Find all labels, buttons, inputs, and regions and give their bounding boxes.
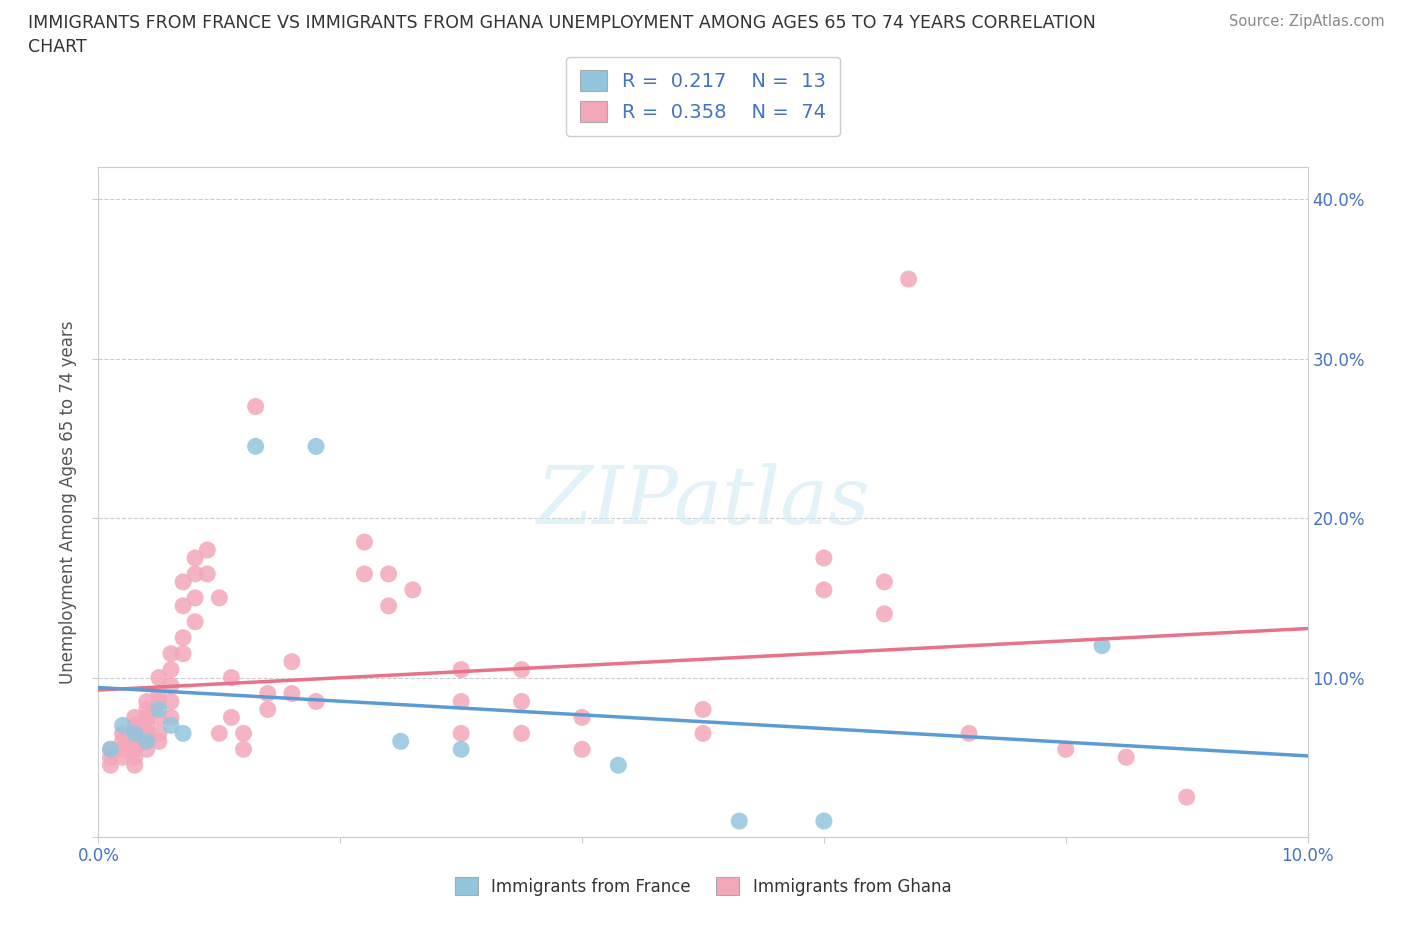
Point — [402, 582, 425, 597]
Point — [256, 702, 278, 717]
Point — [377, 566, 399, 581]
Point — [160, 718, 183, 733]
Point — [148, 686, 170, 701]
Point — [184, 615, 207, 630]
Y-axis label: Unemployment Among Ages 65 to 74 years: Unemployment Among Ages 65 to 74 years — [59, 321, 77, 684]
Point — [135, 710, 157, 724]
Point — [124, 750, 146, 764]
Point — [232, 742, 254, 757]
Point — [1175, 790, 1198, 804]
Point — [1091, 638, 1114, 653]
Point — [148, 726, 170, 741]
Point — [111, 734, 134, 749]
Point — [571, 742, 593, 757]
Text: Source: ZipAtlas.com: Source: ZipAtlas.com — [1229, 14, 1385, 29]
Point — [160, 694, 183, 709]
Point — [172, 646, 194, 661]
Point — [184, 591, 207, 605]
Point — [305, 439, 328, 454]
Point — [813, 551, 835, 565]
Point — [100, 758, 122, 773]
Text: ZIPatlas: ZIPatlas — [536, 463, 870, 541]
Point — [389, 734, 412, 749]
Legend: Immigrants from France, Immigrants from Ghana: Immigrants from France, Immigrants from … — [449, 870, 957, 902]
Point — [245, 399, 267, 414]
Point — [100, 750, 122, 764]
Point — [510, 694, 533, 709]
Point — [160, 678, 183, 693]
Point — [135, 702, 157, 717]
Point — [728, 814, 751, 829]
Point — [692, 702, 714, 717]
Point — [111, 718, 134, 733]
Point — [135, 694, 157, 709]
Point — [232, 726, 254, 741]
Point — [195, 542, 218, 557]
Point — [305, 694, 328, 709]
Point — [281, 686, 304, 701]
Point — [245, 439, 267, 454]
Point — [184, 551, 207, 565]
Point — [450, 662, 472, 677]
Point — [208, 591, 231, 605]
Point — [1115, 750, 1137, 764]
Point — [172, 726, 194, 741]
Point — [111, 750, 134, 764]
Point — [897, 272, 920, 286]
Point — [148, 671, 170, 685]
Point — [571, 710, 593, 724]
Point — [353, 566, 375, 581]
Point — [256, 686, 278, 701]
Point — [160, 710, 183, 724]
Point — [510, 662, 533, 677]
Point — [135, 734, 157, 749]
Point — [124, 726, 146, 741]
Point — [377, 598, 399, 613]
Point — [208, 726, 231, 741]
Point — [135, 734, 157, 749]
Point — [100, 742, 122, 757]
Point — [124, 758, 146, 773]
Point — [281, 654, 304, 669]
Point — [148, 734, 170, 749]
Point — [100, 742, 122, 757]
Point — [124, 734, 146, 749]
Point — [221, 710, 243, 724]
Point — [607, 758, 630, 773]
Point — [160, 646, 183, 661]
Point — [111, 726, 134, 741]
Point — [148, 694, 170, 709]
Point — [450, 742, 472, 757]
Point — [172, 575, 194, 590]
Point — [957, 726, 980, 741]
Point — [450, 726, 472, 741]
Point — [135, 726, 157, 741]
Point — [124, 710, 146, 724]
Point — [148, 702, 170, 717]
Point — [510, 726, 533, 741]
Point — [172, 631, 194, 645]
Point — [450, 694, 472, 709]
Point — [873, 575, 896, 590]
Text: IMMIGRANTS FROM FRANCE VS IMMIGRANTS FROM GHANA UNEMPLOYMENT AMONG AGES 65 TO 74: IMMIGRANTS FROM FRANCE VS IMMIGRANTS FRO… — [28, 14, 1097, 56]
Point — [172, 598, 194, 613]
Point — [124, 742, 146, 757]
Point — [160, 662, 183, 677]
Point — [353, 535, 375, 550]
Point — [1054, 742, 1077, 757]
Point — [813, 814, 835, 829]
Point — [221, 671, 243, 685]
Point — [124, 726, 146, 741]
Point — [111, 742, 134, 757]
Point — [813, 582, 835, 597]
Point — [135, 742, 157, 757]
Point — [692, 726, 714, 741]
Point — [195, 566, 218, 581]
Point — [184, 566, 207, 581]
Point — [873, 606, 896, 621]
Point — [148, 710, 170, 724]
Point — [124, 718, 146, 733]
Point — [135, 718, 157, 733]
